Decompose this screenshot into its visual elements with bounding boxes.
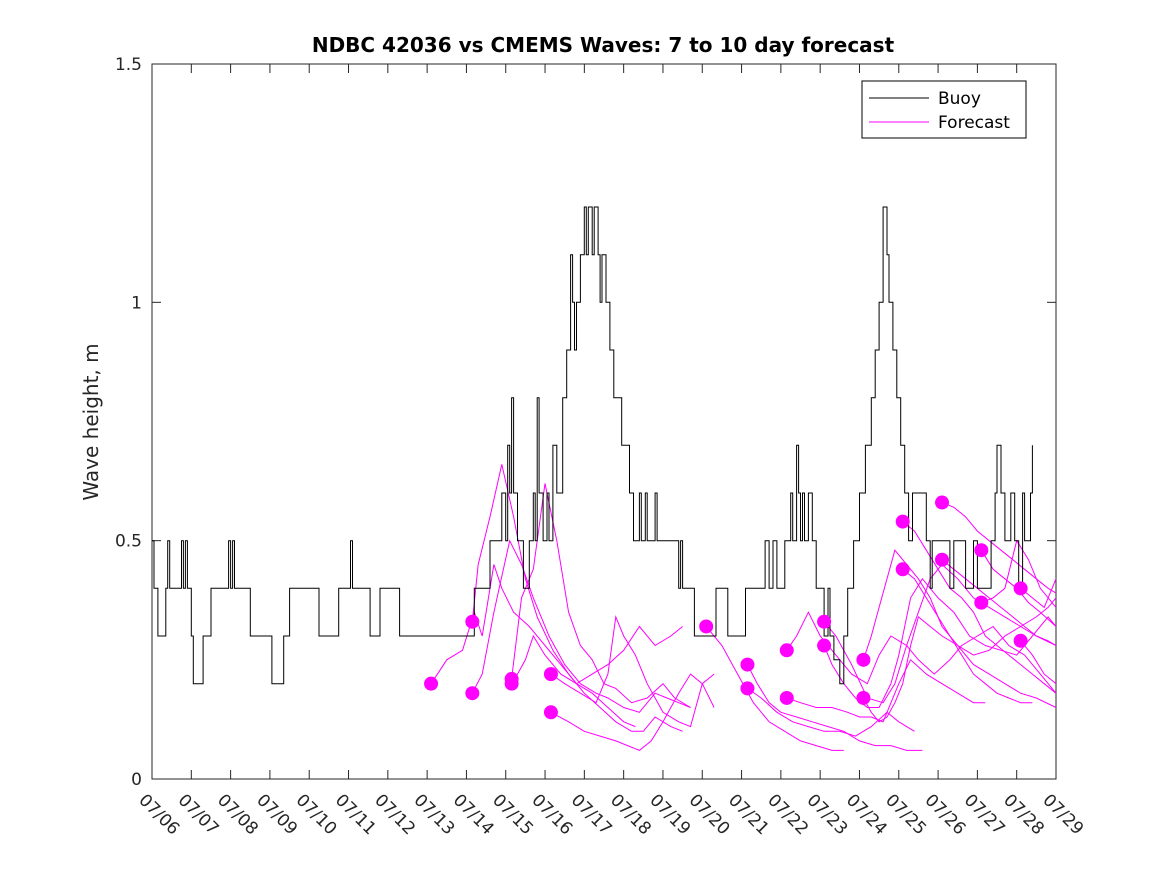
forecast-init-marker: [543, 705, 558, 720]
forecast-line: [1020, 578, 1057, 609]
chart-title: NDBC 42036 vs CMEMS Waves: 7 to 10 day f…: [312, 33, 895, 57]
forecast-init-marker: [1013, 633, 1028, 648]
forecast-line: [902, 521, 1057, 694]
forecast-line: [471, 539, 691, 713]
forecast-line: [705, 626, 844, 751]
forecast-init-marker: [974, 595, 989, 610]
forecast-line: [471, 464, 683, 732]
forecast-init-marker: [935, 495, 950, 510]
forecast-init-marker: [740, 681, 755, 696]
legend-box: [861, 80, 1027, 139]
forecast-line: [747, 664, 923, 751]
forecast-line: [941, 502, 1057, 594]
forecast-init-marker: [699, 619, 714, 634]
forecast-init-marker: [817, 638, 832, 653]
y-tick-label: 0.5: [115, 532, 142, 552]
forecast-init-marker: [424, 676, 439, 691]
forecast-line: [550, 615, 715, 728]
buoy-line: [152, 206, 1033, 685]
forecast-line: [511, 625, 683, 685]
forecast-line: [550, 673, 715, 751]
forecast-line: [862, 616, 1057, 723]
y-tick-label: 1.5: [115, 55, 142, 75]
forecast-init-marker: [856, 690, 871, 705]
forecast-init-marker: [895, 514, 910, 529]
forecast-init-marker: [779, 643, 794, 658]
forecast-line: [823, 577, 1057, 708]
forecast-init-marker: [779, 690, 794, 705]
forecast-line: [941, 559, 1057, 646]
forecast-init-marker: [1013, 581, 1028, 596]
forecast-init-marker: [504, 676, 519, 691]
forecast-init-marker: [974, 543, 989, 558]
legend-buoy-label: Buoy: [938, 89, 981, 109]
forecast-init-marker: [465, 614, 480, 629]
forecast-init-marker: [543, 667, 558, 682]
legend-forecast-label: Forecast: [938, 113, 1010, 133]
axes-frame: [151, 63, 1057, 780]
forecast-init-marker: [856, 652, 871, 667]
forecast-init-marker: [465, 686, 480, 701]
forecast-init-marker: [817, 614, 832, 629]
forecast-init-marker: [740, 657, 755, 672]
y-axis-label: Wave height, m: [79, 343, 103, 500]
forecast-line: [786, 658, 986, 723]
forecast-init-marker: [935, 552, 950, 567]
forecast-line: [1020, 640, 1057, 685]
forecast-init-marker: [895, 562, 910, 577]
y-tick-label: 1: [131, 293, 142, 313]
forecast-line: [862, 549, 1057, 660]
forecast-line: [430, 564, 636, 728]
legend: Buoy Forecast: [861, 80, 1027, 139]
forecast-line: [902, 568, 1033, 704]
y-tick-label: 0: [131, 770, 142, 790]
